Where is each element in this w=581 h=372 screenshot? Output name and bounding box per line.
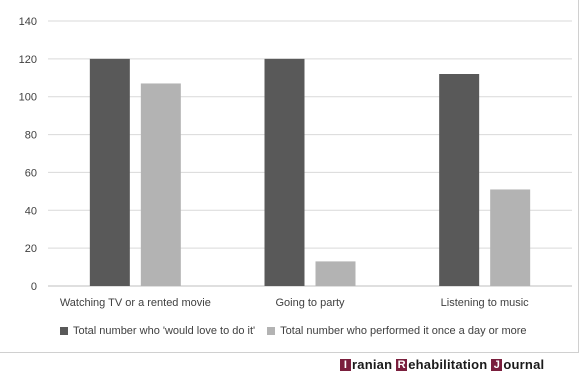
y-axis-ticks: 0 20 40 60 80 100 120 140 bbox=[19, 16, 37, 293]
legend-swatch-series-2 bbox=[267, 327, 276, 335]
y-tick-label: 100 bbox=[19, 92, 37, 104]
y-tick-label: 80 bbox=[25, 130, 37, 142]
x-tick-label: Listening to music bbox=[441, 297, 530, 309]
x-tick-label: Going to party bbox=[275, 297, 345, 309]
journal-word-3: ournal bbox=[503, 357, 545, 372]
legend: Total number who 'would love to do it' T… bbox=[60, 323, 539, 339]
chart-frame bbox=[0, 0, 579, 353]
bar-series-1 bbox=[264, 58, 305, 286]
journal-word-1: ranian bbox=[352, 357, 393, 372]
journal-initial-1: I bbox=[340, 358, 351, 371]
y-tick-label: 140 bbox=[19, 16, 37, 28]
y-tick-label: 60 bbox=[25, 167, 37, 179]
legend-swatch-series-1 bbox=[60, 327, 68, 335]
legend-label-series-1: Total number who 'would love to do it' bbox=[73, 325, 256, 337]
bar-series-1 bbox=[439, 74, 480, 286]
gridlines bbox=[48, 20, 572, 287]
y-tick-label: 120 bbox=[19, 54, 37, 66]
bar-series-1 bbox=[89, 58, 130, 286]
journal-word-2: ehabilitation bbox=[408, 357, 488, 372]
x-axis-ticks: Watching TV or a rented movie Going to pa… bbox=[60, 297, 529, 309]
journal-initial-3: J bbox=[491, 358, 503, 371]
x-tick-label: Watching TV or a rented movie bbox=[60, 297, 211, 309]
bar-series-2 bbox=[140, 83, 181, 286]
journal-initial-2: R bbox=[396, 358, 408, 371]
bar-series-2 bbox=[315, 261, 356, 286]
legend-label-series-2: Total number who performed it once a day… bbox=[280, 325, 527, 337]
bar-chart: 0 20 40 60 80 100 120 140 Watching TV or a rent… bbox=[19, 16, 572, 309]
y-tick-label: 20 bbox=[25, 243, 37, 255]
y-tick-label: 40 bbox=[25, 205, 37, 217]
y-tick-label: 0 bbox=[31, 281, 37, 293]
bar-series-2 bbox=[490, 189, 531, 286]
legend-item-series-1: Total number who 'would love to do it' bbox=[60, 325, 255, 337]
bars bbox=[89, 58, 531, 286]
legend-item-series-2: Total number who performed it once a day… bbox=[267, 325, 527, 337]
